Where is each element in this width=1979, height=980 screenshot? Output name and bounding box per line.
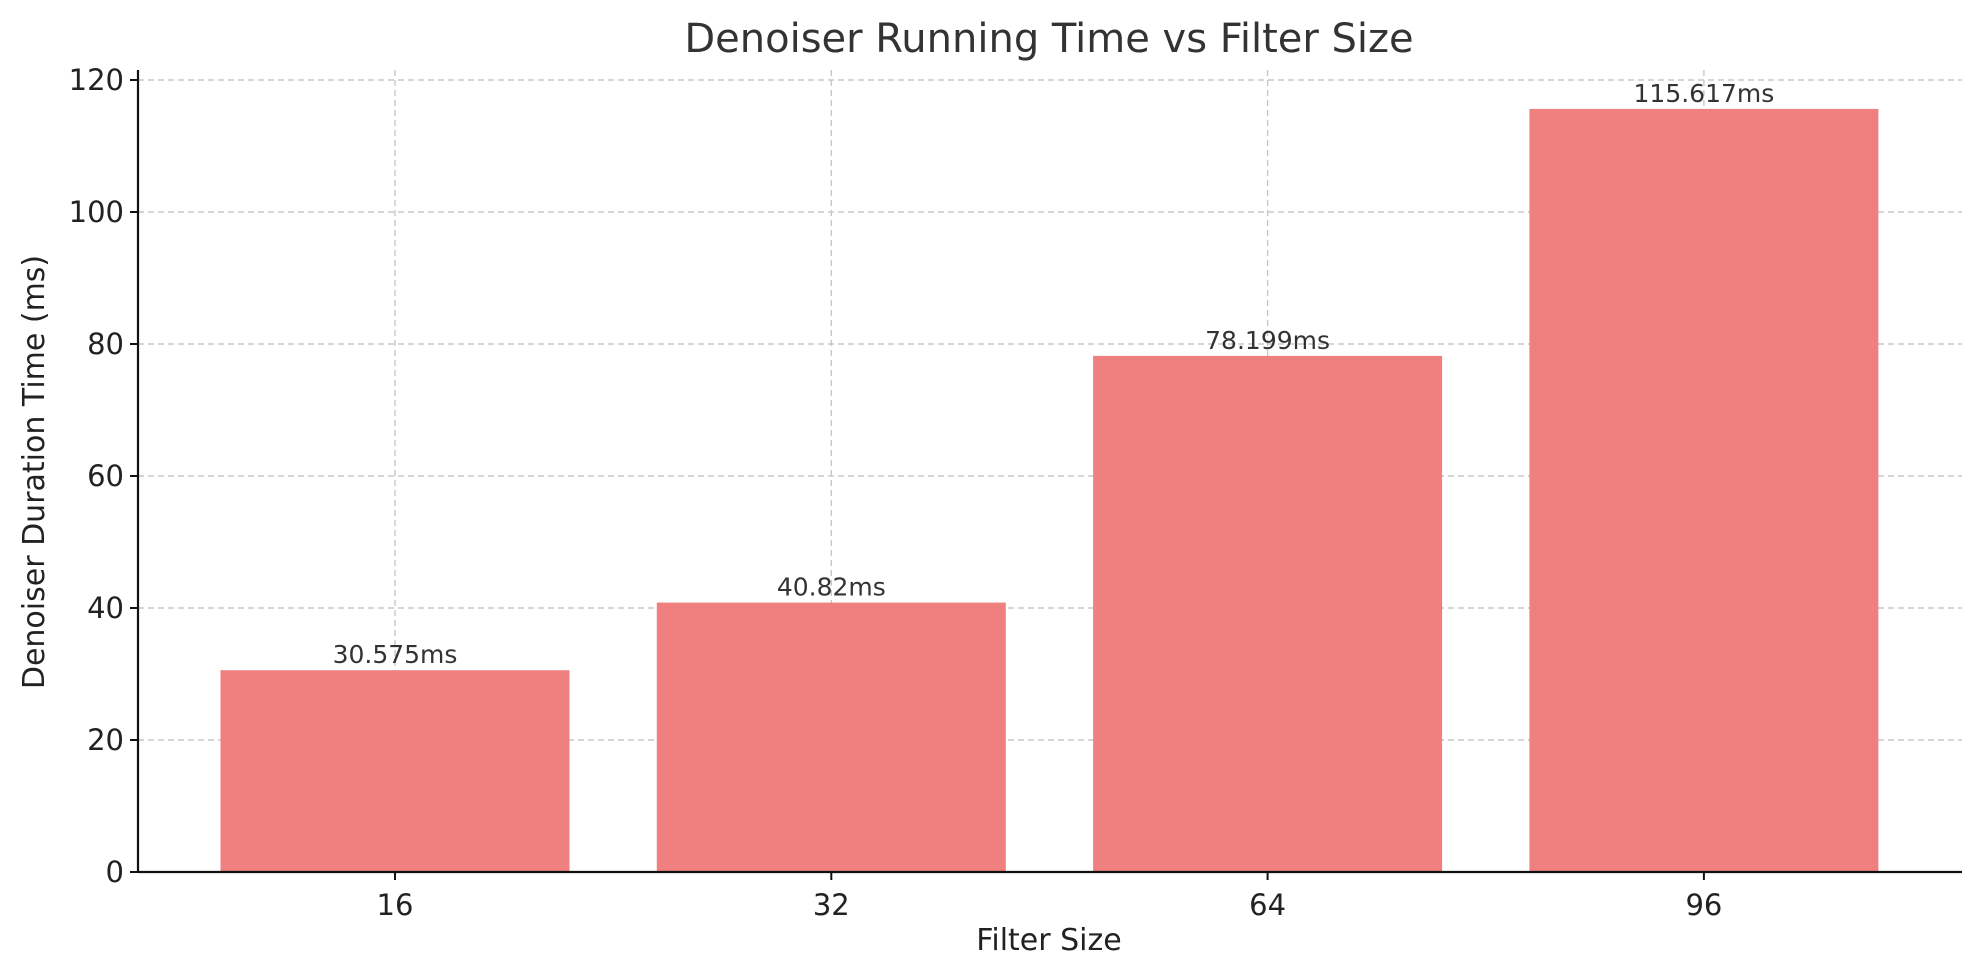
- y-axis-ticks: 0 20 40 60 80 100 120: [69, 63, 138, 889]
- y-tick-label: 20: [87, 723, 124, 757]
- chart-title: Denoiser Running Time vs Filter Size: [684, 16, 1413, 62]
- x-axis-label: Filter Size: [976, 923, 1121, 958]
- bar-labels: 30.575ms 40.82ms 78.199ms 115.617ms: [333, 79, 1775, 669]
- y-tick-label: 80: [87, 327, 124, 361]
- x-tick-label: 64: [1249, 888, 1286, 922]
- x-tick-label: 16: [377, 888, 414, 922]
- y-tick-label: 40: [87, 591, 124, 625]
- y-axis-label: Denoiser Duration Time (ms): [17, 255, 52, 689]
- bars: [220, 108, 1879, 873]
- bar: [656, 602, 1006, 872]
- bar-data-label: 115.617ms: [1634, 79, 1775, 108]
- bar: [1093, 355, 1443, 872]
- bar: [1529, 108, 1879, 873]
- y-tick-label: 0: [106, 855, 124, 889]
- bar: [220, 670, 570, 872]
- y-tick-label: 120: [69, 63, 124, 97]
- bar-data-label: 78.199ms: [1205, 326, 1330, 355]
- bar-data-label: 30.575ms: [333, 640, 458, 669]
- y-tick-label: 60: [87, 459, 124, 493]
- x-tick-label: 32: [813, 888, 850, 922]
- x-tick-label: 96: [1685, 888, 1722, 922]
- x-axis-ticks: 16 32 64 96: [377, 872, 1722, 922]
- y-tick-label: 100: [69, 195, 124, 229]
- bar-data-label: 40.82ms: [777, 573, 886, 602]
